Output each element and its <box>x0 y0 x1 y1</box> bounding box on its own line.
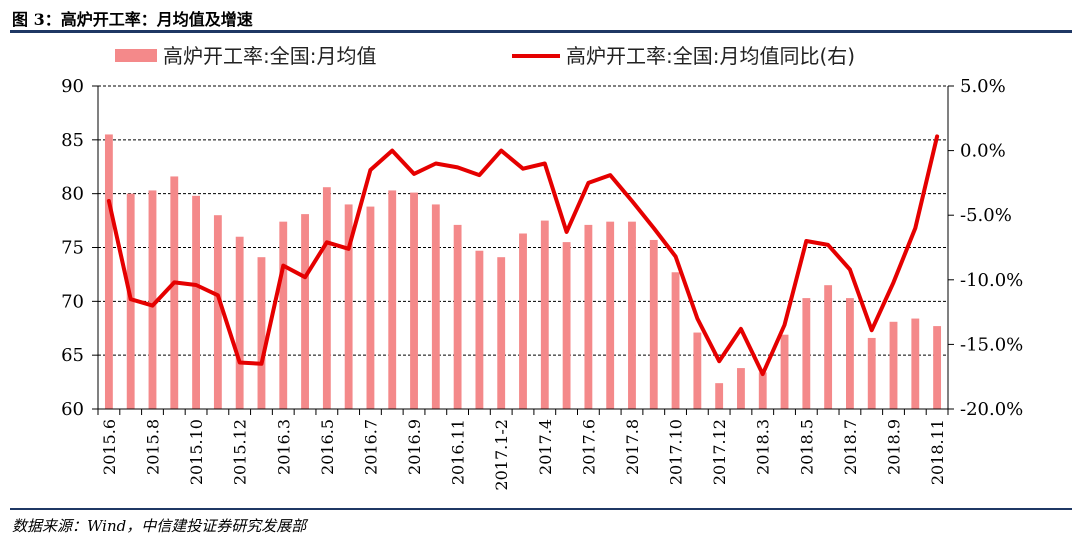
x-tick-label: 2017.12 <box>710 419 729 485</box>
bar <box>933 326 942 409</box>
source-note: 数据来源：Wind，中信建投证券研究发展部 <box>12 517 307 535</box>
x-tick-label: 2016.3 <box>274 419 293 475</box>
y-right-tick-label: 5.0% <box>960 76 1006 97</box>
bar <box>192 195 200 409</box>
x-tick-label: 2015.12 <box>231 419 250 485</box>
x-tick-label: 2018.7 <box>841 419 860 475</box>
bar <box>322 187 331 409</box>
bar <box>824 285 833 409</box>
y-left-tick-label: 85 <box>61 130 84 151</box>
y-left-tick-label: 70 <box>61 291 84 312</box>
bar <box>693 332 702 409</box>
x-tick-label: 2018.3 <box>754 419 773 475</box>
x-tick-label: 2016.5 <box>318 419 337 475</box>
y-right-tick-label: 0.0% <box>960 141 1006 162</box>
x-tick-label: 2015.6 <box>100 419 119 475</box>
bar <box>540 220 549 409</box>
bar <box>279 221 288 409</box>
bar <box>410 192 418 409</box>
x-tick-label: 2018.11 <box>928 419 947 485</box>
bar <box>366 206 375 409</box>
bar <box>453 224 462 409</box>
legend-swatch-bar <box>115 49 157 62</box>
x-tick-label: 2017.6 <box>579 419 598 475</box>
bar <box>126 193 135 409</box>
bar <box>301 214 309 409</box>
bar <box>758 372 767 409</box>
figure-title: 图 3：高炉开工率：月均值及增速 <box>12 10 253 29</box>
bar <box>213 215 222 409</box>
bar <box>344 204 353 409</box>
line-series <box>106 134 940 377</box>
bar <box>889 321 898 409</box>
y-left-tick-label: 75 <box>61 238 84 259</box>
x-tick-label: 2018.5 <box>797 419 816 475</box>
bar <box>475 250 484 409</box>
bar <box>519 233 527 409</box>
legend-label-bar: 高炉开工率:全国:月均值 <box>163 44 376 68</box>
bar <box>780 334 789 409</box>
x-tick-label: 2015.10 <box>187 419 206 485</box>
x-tick-label: 2015.8 <box>143 419 162 475</box>
bar <box>715 383 724 409</box>
bar <box>737 368 745 409</box>
bar <box>388 190 397 409</box>
bar <box>257 257 266 409</box>
x-tick-label: 2016.7 <box>361 419 380 475</box>
top-divider <box>10 30 1072 33</box>
bar-series <box>104 134 942 409</box>
x-tick-label: 2017.1-2 <box>492 419 511 491</box>
y-left-tick-label: 65 <box>61 345 84 366</box>
bar <box>628 221 636 409</box>
bar <box>497 257 506 409</box>
x-tick-label: 2017.4 <box>536 419 555 475</box>
bar <box>911 318 920 409</box>
bar <box>671 272 680 409</box>
bar <box>846 298 854 409</box>
bar <box>148 190 157 409</box>
bar <box>606 221 615 409</box>
bar <box>584 224 593 409</box>
bar <box>562 242 571 409</box>
bar <box>802 298 811 409</box>
legend-label-line: 高炉开工率:全国:月均值同比(右) <box>566 44 855 68</box>
y-left-tick-label: 60 <box>61 399 84 420</box>
y-right-tick-label: -15.0% <box>960 334 1023 355</box>
y-right-tick-label: -10.0% <box>960 270 1023 291</box>
y-right-tick-label: -20.0% <box>960 399 1023 420</box>
y-left-tick-label: 80 <box>61 184 84 205</box>
bar <box>431 204 440 409</box>
x-tick-label: 2016.9 <box>405 419 424 475</box>
yoy-line <box>106 134 940 377</box>
bar <box>170 176 179 409</box>
y-left-tick-label: 90 <box>61 76 84 97</box>
bar <box>235 236 244 409</box>
bar <box>104 134 113 409</box>
x-tick-label: 2016.11 <box>449 419 468 485</box>
x-tick-label: 2017.10 <box>667 419 686 485</box>
x-tick-label: 2018.9 <box>885 419 904 475</box>
x-tick-label: 2017.8 <box>623 419 642 475</box>
legend: 高炉开工率:全国:月均值 高炉开工率:全国:月均值同比(右) <box>115 44 855 68</box>
axes: 60 65 70 75 80 85 90 -20.0% -15.0% -10.0% -5.0% 0.0… <box>61 76 1023 491</box>
bar <box>867 337 876 409</box>
y-right-tick-label: -5.0% <box>960 205 1012 226</box>
bar <box>649 239 658 409</box>
bottom-divider <box>10 508 1072 510</box>
